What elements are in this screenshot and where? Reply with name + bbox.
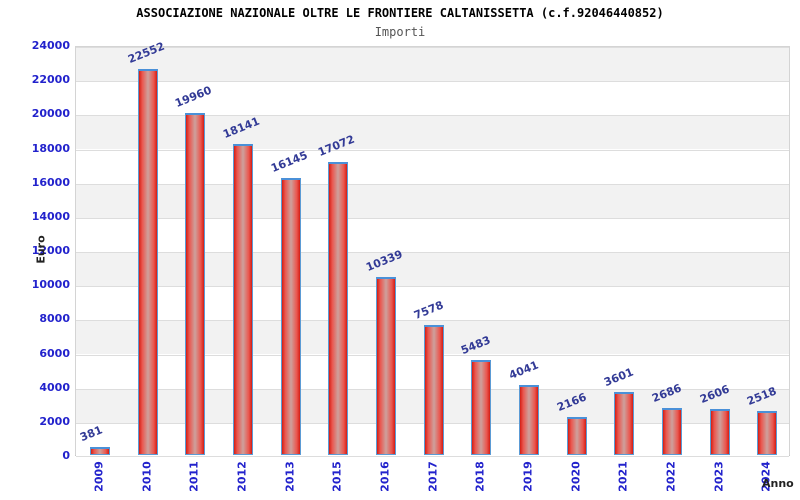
y-tick-label: 12000 [31, 244, 70, 257]
x-tick-label-2020: 2020 [569, 461, 582, 492]
background-band [76, 115, 789, 150]
background-band [76, 81, 789, 116]
y-tick-label: 10000 [31, 278, 70, 292]
y-tick-label: 24000 [31, 39, 70, 52]
x-tick-label-2016: 2016 [378, 461, 392, 492]
x-tick-label-2021: 2021 [616, 461, 630, 492]
background-band [76, 217, 789, 252]
y-axis-label: Euro [34, 235, 48, 264]
bar-2010 [137, 69, 158, 455]
bar-2013 [280, 178, 301, 455]
gridline [76, 115, 789, 117]
x-tick-label-2012: 2012 [235, 461, 249, 492]
gridline [76, 320, 789, 322]
y-tick-label: 4000 [39, 380, 70, 394]
x-tick-label-2023: 2023 [712, 461, 725, 492]
bar-2019 [518, 385, 539, 455]
gridline [76, 217, 789, 219]
bar-2011 [185, 113, 206, 455]
background-band [76, 183, 789, 218]
y-tick-label: 2000 [39, 414, 70, 428]
background-band [76, 149, 789, 184]
gridline [76, 252, 789, 253]
x-tick-label-2018: 2018 [473, 461, 487, 492]
gridline [76, 81, 789, 83]
background-band [76, 47, 789, 82]
y-tick-label: 8000 [39, 312, 70, 326]
bar-2023 [709, 409, 730, 455]
bar-2020 [566, 417, 587, 455]
x-tick-label-2011: 2011 [187, 461, 201, 492]
chart-subtitle: Importi [374, 25, 426, 39]
y-tick-label: 22000 [31, 73, 70, 87]
bar-2017 [423, 325, 444, 455]
bar-2021 [614, 392, 635, 455]
y-tick-label: 16000 [31, 175, 70, 189]
chart-title: ASSOCIAZIONE NAZIONALE OLTRE LE FRONTIER… [136, 6, 664, 20]
bar-2024 [757, 411, 778, 455]
y-tick-label: 0 [62, 449, 70, 462]
bar-2018 [471, 360, 492, 455]
bar-2015 [328, 162, 349, 455]
y-tick-label: 20000 [31, 107, 70, 121]
gridline [76, 149, 789, 151]
y-tick-label: 18000 [31, 141, 70, 155]
gridline [76, 47, 789, 48]
background-band [76, 252, 789, 287]
y-tick-label: 14000 [31, 209, 70, 223]
x-axis-label: Anno [762, 477, 794, 490]
x-tick-label-2009: 2009 [92, 461, 106, 492]
x-tick-label-2010: 2010 [140, 461, 153, 492]
x-tick-label-2017: 2017 [426, 461, 439, 492]
x-tick-label-2015: 2015 [330, 461, 344, 492]
gridline [76, 456, 789, 457]
bar-2016 [375, 277, 396, 455]
bar-2012 [232, 144, 253, 455]
x-tick-label-2013: 2013 [283, 461, 296, 492]
gridline [76, 286, 789, 288]
x-tick-label-2019: 2019 [521, 461, 535, 492]
bar-2009 [89, 447, 110, 455]
x-tick-label-2022: 2022 [664, 461, 678, 492]
y-tick-label: 6000 [39, 346, 70, 360]
plot-area: 381 22552 19960 18141 16145 17072 10339 7578 548… [75, 40, 790, 457]
bar-2022 [661, 408, 682, 455]
gridline [76, 183, 789, 185]
